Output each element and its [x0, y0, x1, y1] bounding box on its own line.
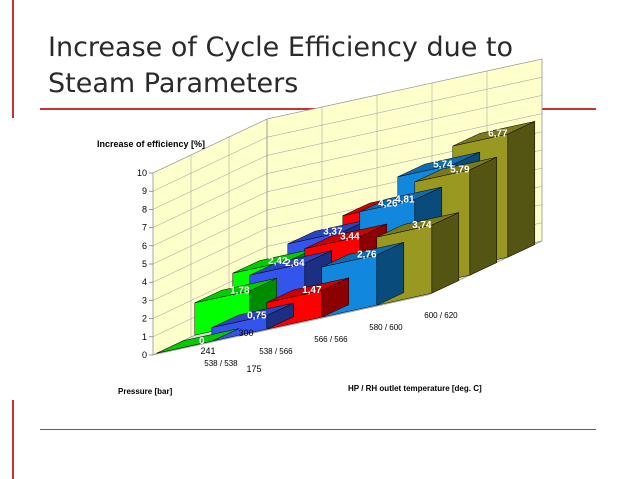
slide-title: Increase of Cycle Efficiency due to Stea…	[48, 30, 628, 102]
y-tick-label: 0	[142, 350, 147, 360]
value-label: 1,47	[302, 285, 322, 296]
x-tick-label: 538 / 538	[204, 359, 238, 368]
chart-bars	[156, 120, 536, 354]
value-label: 0,75	[247, 310, 267, 321]
x-tick-label: 566 / 566	[314, 335, 348, 344]
value-label: 6,77	[488, 129, 508, 140]
bar-p175-c2	[266, 277, 350, 330]
slide-title-line-2: Steam Parameters	[48, 68, 299, 99]
value-label: 3,44	[340, 231, 360, 242]
x-tick-label: 538 / 566	[259, 347, 293, 356]
value-label: 1,78	[230, 286, 250, 297]
bar-side	[507, 120, 536, 258]
bar-top	[414, 156, 497, 183]
bar-p175-c1	[211, 302, 295, 342]
bar-top	[249, 250, 332, 276]
value-label: 4,81	[395, 194, 415, 205]
value-label: 2,76	[357, 250, 377, 261]
y-tick-label: 7	[142, 223, 147, 233]
y-tick-label: 5	[142, 259, 147, 269]
bar-side	[469, 156, 498, 276]
depth-tick-label: 241	[200, 346, 215, 356]
decorative-bar-top-left	[12, 0, 14, 118]
bar-side	[431, 212, 460, 294]
bar-top	[359, 186, 442, 212]
decorative-bar-bottom-left	[12, 400, 14, 479]
bar-top	[156, 328, 239, 354]
y-tick-label: 10	[137, 168, 147, 178]
y-tick-label: 3	[142, 295, 147, 305]
bar-top	[376, 212, 459, 238]
y-tick-label: 4	[142, 277, 147, 287]
bar-top	[304, 223, 387, 249]
x-axis-label: HP / RH outlet temperature [deg. C]	[348, 384, 482, 393]
y-tick-label: 6	[142, 241, 147, 251]
bar-top	[194, 277, 277, 304]
x-tick-label: 600 / 620	[424, 311, 458, 320]
value-label: 3,74	[412, 220, 432, 231]
bar-top	[397, 151, 480, 177]
value-label: 5,74	[433, 159, 453, 170]
y-tick-label: 9	[142, 186, 147, 196]
value-label: 3,37	[323, 227, 343, 238]
value-label: 4,26	[378, 198, 398, 209]
y-tick-label: 8	[142, 204, 147, 214]
depth-tick-label: 175	[246, 364, 261, 374]
value-label: 2,42	[268, 256, 288, 267]
footer-rule	[40, 429, 596, 430]
depth-tick-label: 300	[238, 328, 253, 338]
bar-top	[266, 277, 349, 303]
depth-axis-label: Pressure [bar]	[118, 387, 173, 396]
y-tick-label: 2	[142, 314, 147, 324]
y-axis-label: Increase of efficiency [%]	[97, 139, 205, 149]
x-tick-label: 580 / 600	[369, 323, 403, 332]
value-label: 5,79	[450, 165, 470, 176]
value-label: 2,64	[285, 258, 305, 269]
bar-top	[452, 121, 535, 147]
bar-top	[211, 302, 294, 328]
bar-top	[321, 242, 404, 268]
chart-labels: 0 1 2 3 4 5 6 7 8 9 10 6,77 5,74 4,26 3,37 2,42 5,79 4,81…	[137, 129, 508, 374]
bar-p175-c0	[156, 328, 239, 354]
slide-title-line-1: Increase of Cycle Efficiency due to	[48, 32, 514, 63]
y-tick-label: 1	[142, 332, 147, 342]
value-label: 0	[199, 336, 205, 347]
